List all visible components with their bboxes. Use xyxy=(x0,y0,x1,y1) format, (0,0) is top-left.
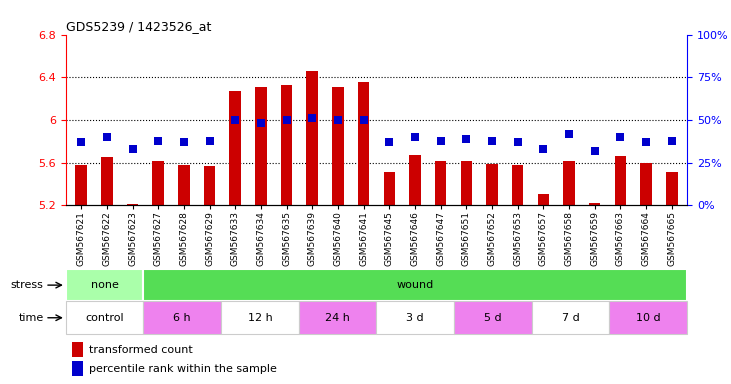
Bar xyxy=(230,91,241,205)
Point xyxy=(409,134,421,140)
Text: stress: stress xyxy=(11,280,44,290)
Bar xyxy=(75,165,87,205)
Bar xyxy=(66,301,143,334)
Bar xyxy=(409,155,421,205)
Bar xyxy=(461,161,472,205)
Point xyxy=(615,134,626,140)
Bar xyxy=(486,164,498,205)
Text: control: control xyxy=(86,313,124,323)
Point xyxy=(666,137,678,144)
Point xyxy=(101,134,113,140)
Bar xyxy=(615,156,626,205)
Bar xyxy=(454,301,532,334)
Bar xyxy=(72,342,83,357)
Point xyxy=(306,115,318,121)
Point xyxy=(384,139,395,145)
Bar xyxy=(126,204,138,205)
Text: wound: wound xyxy=(397,280,434,290)
Bar xyxy=(640,163,652,205)
Point xyxy=(230,117,241,123)
Text: none: none xyxy=(91,280,118,290)
Point xyxy=(461,136,472,142)
Text: GDS5239 / 1423526_at: GDS5239 / 1423526_at xyxy=(66,20,211,33)
Point xyxy=(563,131,575,137)
Bar xyxy=(221,301,299,334)
Text: 10 d: 10 d xyxy=(636,313,661,323)
Text: percentile rank within the sample: percentile rank within the sample xyxy=(89,364,277,374)
Bar xyxy=(101,157,113,205)
Point xyxy=(357,117,369,123)
Text: 3 d: 3 d xyxy=(406,313,424,323)
Bar xyxy=(666,172,678,205)
Point xyxy=(152,137,164,144)
Bar xyxy=(143,301,221,334)
Bar xyxy=(299,301,376,334)
Bar xyxy=(153,161,164,205)
Text: 24 h: 24 h xyxy=(325,313,350,323)
Text: 6 h: 6 h xyxy=(173,313,191,323)
Bar xyxy=(178,165,189,205)
Bar xyxy=(72,361,83,376)
Point xyxy=(255,120,267,126)
Bar xyxy=(204,166,216,205)
Bar xyxy=(384,172,395,205)
Bar xyxy=(66,269,143,301)
Bar xyxy=(537,194,549,205)
Bar xyxy=(610,301,687,334)
Bar xyxy=(564,161,575,205)
Point xyxy=(512,139,523,145)
Bar xyxy=(532,301,610,334)
Bar xyxy=(143,269,687,301)
Bar xyxy=(435,161,447,205)
Point xyxy=(435,137,447,144)
Bar xyxy=(306,71,318,205)
Point xyxy=(126,146,138,152)
Point xyxy=(178,139,190,145)
Point xyxy=(75,139,87,145)
Bar xyxy=(281,85,292,205)
Bar xyxy=(512,165,523,205)
Point xyxy=(281,117,292,123)
Point xyxy=(640,139,652,145)
Bar xyxy=(358,81,369,205)
Text: 12 h: 12 h xyxy=(248,313,273,323)
Bar xyxy=(332,87,344,205)
Point xyxy=(537,146,549,152)
Bar xyxy=(376,301,454,334)
Point xyxy=(589,148,601,154)
Point xyxy=(486,137,498,144)
Text: transformed count: transformed count xyxy=(89,345,193,355)
Point xyxy=(332,117,344,123)
Text: time: time xyxy=(18,313,44,323)
Text: 5 d: 5 d xyxy=(484,313,501,323)
Bar xyxy=(255,87,267,205)
Bar xyxy=(589,203,600,205)
Point xyxy=(204,137,216,144)
Text: 7 d: 7 d xyxy=(561,313,580,323)
